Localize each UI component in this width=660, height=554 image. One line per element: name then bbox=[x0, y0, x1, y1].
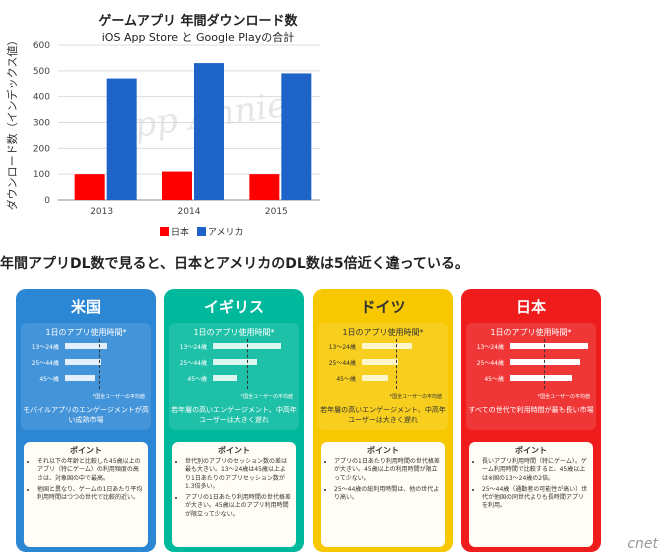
country-name: 米国 bbox=[70, 297, 101, 316]
usage-row-label: 25～44歳 bbox=[328, 360, 356, 367]
market-summary: 若年層の高いエンゲージメント、中高年ユーザーは大きく遅れ bbox=[171, 406, 297, 424]
point-item: 25～44歳（通勤者の可能性が高い）世代が他国の同世代よりも長時間アプリを利用。 bbox=[482, 486, 588, 511]
usage-row-label: 13～24歳 bbox=[179, 344, 207, 351]
point-item: それ以下の年齢と比較した45歳以上のアプリ（特にゲーム）の利用頻度の高さは、対象… bbox=[37, 458, 143, 483]
average-line bbox=[543, 339, 545, 389]
average-line bbox=[98, 339, 100, 389]
y-tick-label: 100 bbox=[33, 170, 50, 180]
country-panel: 米国 1日のアプリ使用時間* 13～24歳 25～44歳 45～歳 *国全ユーザーの平均値… bbox=[16, 289, 156, 552]
x-tick-label: 2014 bbox=[178, 207, 201, 217]
usage-bar bbox=[510, 359, 580, 365]
usage-row-label: 45～歳 bbox=[484, 376, 504, 383]
average-line bbox=[395, 339, 397, 389]
usage-row-label: 25～44歳 bbox=[179, 360, 207, 367]
y-tick-label: 0 bbox=[44, 196, 50, 206]
market-summary: 若年層の高いエンゲージメント、中高年ユーザーは大きく遅れ bbox=[320, 406, 446, 424]
bar-japan bbox=[74, 174, 105, 200]
average-note: *国全ユーザーの平均値 bbox=[92, 394, 145, 400]
bar-usa bbox=[106, 78, 137, 200]
points-list: 長いアプリ利用時間（特にゲーム）。ゲーム利用時間で比較すると、45歳以上は※国の… bbox=[474, 458, 588, 511]
usage-row-label: 45～歳 bbox=[336, 376, 356, 383]
point-item: 世代別のアプリのセッション数の差は最も大きい。13～24歳は45歳以上より1日あ… bbox=[185, 458, 291, 491]
bar-japan bbox=[249, 174, 280, 200]
point-item: 25～44歳の総利用時間は、他の世代より高い。 bbox=[334, 486, 440, 503]
points-title: ポイント bbox=[70, 446, 102, 455]
usage-bar bbox=[65, 375, 95, 381]
points-title: ポイント bbox=[367, 446, 399, 455]
bar-japan bbox=[162, 171, 192, 200]
bar-usa bbox=[281, 73, 312, 200]
usage-bar bbox=[213, 359, 257, 365]
chart-caption: 年間アプリDL数で見ると、日本とアメリカのDL数は5倍近く違っている。 bbox=[0, 256, 469, 272]
usage-bar bbox=[362, 343, 412, 349]
usage-title: 1日のアプリ使用時間* bbox=[342, 328, 424, 337]
y-tick-label: 500 bbox=[33, 67, 50, 77]
usage-bar bbox=[65, 359, 101, 365]
usage-chart: 1日のアプリ使用時間* 13～24歳 25～44歳 45～歳 *国全ユーザーの平均値 bbox=[466, 323, 596, 430]
point-item: 長いアプリ利用時間（特にゲーム）。ゲーム利用時間で比較すると、45歳以上は※国の… bbox=[482, 458, 588, 483]
points-box: ポイント世代別のアプリのセッション数の差は最も大きい。13～24歳は45歳以上よ… bbox=[172, 442, 296, 547]
legend-swatch bbox=[160, 227, 169, 236]
usage-row-label: 13～24歳 bbox=[328, 344, 356, 351]
usage-title: 1日のアプリ使用時間* bbox=[45, 328, 127, 337]
points-box: ポイントそれ以下の年齢と比較した45歳以上のアプリ（特にゲーム）の利用頻度の高さ… bbox=[24, 442, 148, 547]
downloads-bar-chart: ゲームアプリ 年間ダウンロード数 iOS App Store と Google P… bbox=[0, 0, 345, 245]
average-line bbox=[246, 339, 248, 389]
point-item: 他国と異なり、ゲームの1日あたり平均利用時間はつつの世代で比較的近い。 bbox=[37, 486, 143, 503]
legend-label: アメリカ bbox=[208, 227, 244, 238]
country-panel: 日本 1日のアプリ使用時間* 13～24歳 25～44歳 45～歳 *国全ユーザーの平均値… bbox=[461, 289, 601, 552]
y-tick-label: 300 bbox=[33, 119, 50, 129]
usage-row-label: 13～24歳 bbox=[476, 344, 504, 351]
site-logo: cnet bbox=[627, 536, 658, 552]
y-tick-label: 400 bbox=[33, 93, 50, 103]
country-panel: イギリス 1日のアプリ使用時間* 13～24歳 25～44歳 45～歳 *国全ユーザーの平… bbox=[164, 289, 304, 552]
average-note: *国全ユーザーの平均値 bbox=[389, 394, 442, 400]
legend-label: 日本 bbox=[171, 226, 189, 238]
points-box: ポイントアプリの1日あたり利用時間の世代格差が大きい。45歳以上の利用時間が限立… bbox=[321, 442, 445, 547]
usage-bar bbox=[362, 375, 388, 381]
points-title: ポイント bbox=[515, 446, 547, 455]
market-summary: すべての世代で利用時間が最も長い市場 bbox=[468, 406, 594, 414]
x-tick-label: 2013 bbox=[90, 207, 113, 217]
market-summary: モバイルアプリのエンゲージメントが高い成熟市場 bbox=[23, 406, 149, 424]
usage-chart: 1日のアプリ使用時間* 13～24歳 25～44歳 45～歳 *国全ユーザーの平均値 bbox=[21, 323, 151, 430]
usage-bar bbox=[510, 343, 588, 349]
legend-swatch bbox=[197, 227, 206, 236]
points-box: ポイント長いアプリ利用時間（特にゲーム）。ゲーム利用時間で比較すると、45歳以上… bbox=[469, 442, 593, 547]
usage-row-label: 25～44歳 bbox=[476, 360, 504, 367]
usage-title: 1日のアプリ使用時間* bbox=[193, 328, 275, 337]
usage-chart: 1日のアプリ使用時間* 13～24歳 25～44歳 45～歳 *国全ユーザーの平均値 bbox=[318, 323, 448, 430]
usage-row-label: 13～24歳 bbox=[31, 344, 59, 351]
usage-bar bbox=[362, 359, 398, 365]
usage-bar bbox=[510, 375, 572, 381]
point-item: アプリの1日あたり利用時間の世代格差が大きい。45歳以上の利用時間が限立って少な… bbox=[334, 458, 440, 483]
usage-row-label: 45～歳 bbox=[187, 376, 207, 383]
country-name: イギリス bbox=[203, 297, 264, 316]
y-tick-label: 600 bbox=[33, 41, 50, 51]
usage-row-label: 25～44歳 bbox=[31, 360, 59, 367]
points-list: アプリの1日あたり利用時間の世代格差が大きい。45歳以上の利用時間が限立って少な… bbox=[326, 458, 440, 502]
country-name: ドイツ bbox=[360, 297, 406, 316]
bar-usa bbox=[194, 63, 224, 201]
points-title: ポイント bbox=[218, 446, 250, 455]
chart-title: ゲームアプリ 年間ダウンロード数 bbox=[98, 13, 298, 29]
usage-title: 1日のアプリ使用時間* bbox=[490, 328, 572, 337]
point-item: アプリの1日あたり利用時間の世代格差が大きい。45歳以上のアプリ利用時間が限立っ… bbox=[185, 494, 291, 519]
chart-subtitle: iOS App Store と Google Playの合計 bbox=[102, 30, 294, 44]
usage-row-label: 45～歳 bbox=[39, 376, 59, 383]
y-tick-label: 200 bbox=[33, 144, 50, 154]
average-note: *国全ユーザーの平均値 bbox=[537, 394, 590, 400]
usage-bar bbox=[65, 343, 107, 349]
average-note: *国全ユーザーの平均値 bbox=[240, 394, 293, 400]
country-name: 日本 bbox=[515, 297, 546, 316]
points-list: 世代別のアプリのセッション数の差は最も大きい。13～24歳は45歳以上より1日あ… bbox=[177, 458, 291, 519]
usage-chart: 1日のアプリ使用時間* 13～24歳 25～44歳 45～歳 *国全ユーザーの平均値 bbox=[169, 323, 299, 430]
country-panel: ドイツ 1日のアプリ使用時間* 13～24歳 25～44歳 45～歳 *国全ユーザーの平均… bbox=[313, 289, 453, 552]
points-list: それ以下の年齢と比較した45歳以上のアプリ（特にゲーム）の利用頻度の高さは、対象… bbox=[29, 458, 143, 502]
y-axis-label: ダウンロード数（インデックス値） bbox=[5, 35, 19, 211]
usage-bar bbox=[213, 375, 237, 381]
x-tick-label: 2015 bbox=[265, 207, 288, 217]
